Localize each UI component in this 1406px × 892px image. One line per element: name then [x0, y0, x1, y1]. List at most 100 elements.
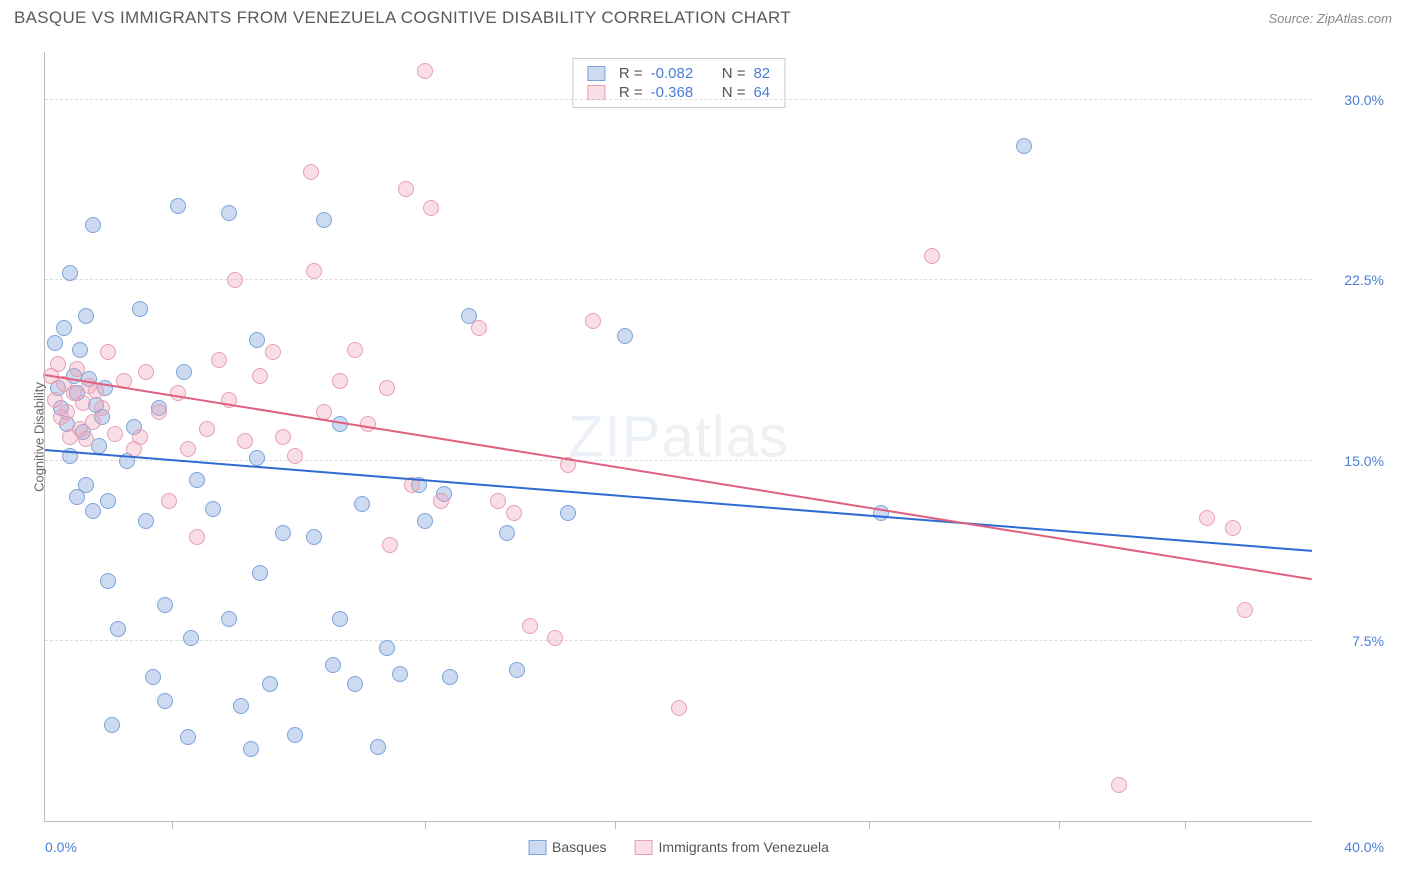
gridline: [45, 99, 1312, 100]
data-point: [161, 493, 177, 509]
data-point: [78, 431, 94, 447]
x-tick: [615, 821, 616, 829]
data-point: [252, 368, 268, 384]
data-point: [332, 611, 348, 627]
data-point: [138, 513, 154, 529]
data-point: [56, 320, 72, 336]
data-point: [110, 621, 126, 637]
data-point: [85, 503, 101, 519]
data-point: [547, 630, 563, 646]
data-point: [265, 344, 281, 360]
legend-swatch: [587, 66, 605, 81]
data-point: [1016, 138, 1032, 154]
x-tick: [425, 821, 426, 829]
data-point: [347, 342, 363, 358]
source-prefix: Source:: [1268, 11, 1316, 26]
data-point: [471, 320, 487, 336]
data-point: [252, 565, 268, 581]
x-axis-start-label: 0.0%: [45, 839, 77, 855]
data-point: [1237, 602, 1253, 618]
x-tick: [172, 821, 173, 829]
gridline: [45, 460, 1312, 461]
data-point: [671, 700, 687, 716]
data-point: [189, 472, 205, 488]
data-point: [1225, 520, 1241, 536]
legend-swatch: [587, 85, 605, 100]
data-point: [62, 265, 78, 281]
data-point: [506, 505, 522, 521]
x-tick: [1185, 821, 1186, 829]
series-legend-item: Immigrants from Venezuela: [635, 839, 829, 855]
plot-region: Cognitive Disability ZIPatlas R = -0.082…: [44, 52, 1312, 822]
data-point: [94, 400, 110, 416]
data-point: [370, 739, 386, 755]
legend-swatch: [528, 840, 546, 855]
data-point: [183, 630, 199, 646]
data-point: [50, 356, 66, 372]
data-point: [138, 364, 154, 380]
data-point: [249, 332, 265, 348]
data-point: [211, 352, 227, 368]
data-point: [69, 361, 85, 377]
data-point: [107, 426, 123, 442]
data-point: [180, 729, 196, 745]
data-point: [100, 573, 116, 589]
data-point: [100, 493, 116, 509]
data-point: [287, 448, 303, 464]
data-point: [189, 529, 205, 545]
r-label: R =: [619, 65, 643, 82]
data-point: [78, 477, 94, 493]
series-name: Basques: [552, 839, 606, 855]
data-point: [560, 505, 576, 521]
data-point: [617, 328, 633, 344]
stats-legend-box: R = -0.082 N = 82R = -0.368 N = 64: [572, 58, 785, 108]
x-tick: [1059, 821, 1060, 829]
source-name: ZipAtlas.com: [1317, 11, 1392, 26]
data-point: [382, 537, 398, 553]
data-point: [85, 414, 101, 430]
data-point: [199, 421, 215, 437]
data-point: [205, 501, 221, 517]
data-point: [1111, 777, 1127, 793]
data-point: [924, 248, 940, 264]
legend-swatch: [635, 840, 653, 855]
data-point: [522, 618, 538, 634]
data-point: [170, 385, 186, 401]
data-point: [221, 611, 237, 627]
data-point: [59, 404, 75, 420]
gridline: [45, 640, 1312, 641]
n-value: 82: [753, 65, 770, 82]
chart-header: BASQUE VS IMMIGRANTS FROM VENEZUELA COGN…: [0, 0, 1406, 34]
data-point: [442, 669, 458, 685]
data-point: [237, 433, 253, 449]
trend-line: [45, 374, 1312, 580]
data-point: [233, 698, 249, 714]
data-point: [85, 217, 101, 233]
data-point: [75, 395, 91, 411]
data-point: [249, 450, 265, 466]
data-point: [176, 364, 192, 380]
data-point: [157, 597, 173, 613]
y-tick-label: 30.0%: [1320, 92, 1384, 108]
data-point: [423, 200, 439, 216]
chart-area: Cognitive Disability ZIPatlas R = -0.082…: [14, 40, 1392, 862]
data-point: [227, 272, 243, 288]
data-point: [392, 666, 408, 682]
chart-title: BASQUE VS IMMIGRANTS FROM VENEZUELA COGN…: [14, 8, 791, 28]
data-point: [151, 404, 167, 420]
y-tick-label: 7.5%: [1320, 633, 1384, 649]
data-point: [585, 313, 601, 329]
data-point: [145, 669, 161, 685]
data-point: [132, 429, 148, 445]
data-point: [325, 657, 341, 673]
data-point: [170, 198, 186, 214]
data-point: [332, 373, 348, 389]
source-attribution: Source: ZipAtlas.com: [1268, 11, 1392, 26]
data-point: [379, 380, 395, 396]
data-point: [499, 525, 515, 541]
y-tick-label: 22.5%: [1320, 272, 1384, 288]
y-tick-label: 15.0%: [1320, 453, 1384, 469]
data-point: [180, 441, 196, 457]
data-point: [433, 493, 449, 509]
data-point: [104, 717, 120, 733]
